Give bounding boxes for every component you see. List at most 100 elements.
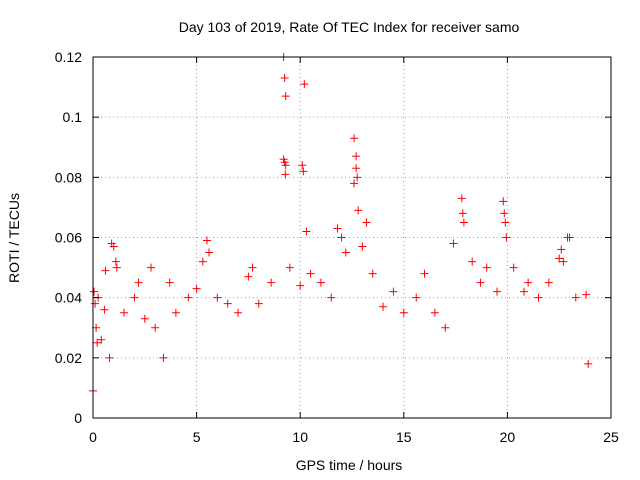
data-point bbox=[482, 263, 491, 272]
data-point bbox=[555, 254, 564, 263]
data-point bbox=[112, 263, 121, 272]
data-point bbox=[111, 257, 120, 266]
data-point bbox=[468, 257, 477, 266]
x-tick-label: 15 bbox=[396, 429, 412, 445]
data-point bbox=[389, 287, 398, 296]
data-point bbox=[300, 80, 309, 89]
y-axis-tick-labels: 0 0.02 0.04 0.06 0.08 0.1 0.12 bbox=[55, 49, 82, 426]
data-point bbox=[352, 164, 361, 173]
data-point bbox=[205, 248, 214, 257]
data-point bbox=[559, 257, 568, 266]
y-tick-label: 0.02 bbox=[55, 350, 82, 366]
data-point bbox=[234, 308, 243, 317]
data-point bbox=[97, 335, 106, 344]
data-point bbox=[353, 173, 362, 182]
y-tick-label: 0.12 bbox=[55, 49, 82, 65]
data-point bbox=[457, 194, 466, 203]
data-point bbox=[379, 302, 388, 311]
data-point bbox=[333, 224, 342, 233]
data-point bbox=[298, 161, 307, 170]
data-point bbox=[500, 209, 509, 218]
data-point bbox=[281, 170, 290, 179]
data-point bbox=[302, 227, 311, 236]
data-point bbox=[147, 263, 156, 272]
x-tick-label: 25 bbox=[603, 429, 619, 445]
data-point bbox=[299, 167, 308, 176]
data-points bbox=[89, 53, 593, 395]
x-tick-label: 20 bbox=[500, 429, 516, 445]
data-point bbox=[362, 218, 371, 227]
data-point bbox=[337, 233, 346, 242]
data-point bbox=[213, 293, 222, 302]
data-point bbox=[267, 278, 276, 287]
data-point bbox=[502, 233, 511, 242]
data-point bbox=[93, 338, 102, 347]
data-point bbox=[91, 299, 100, 308]
data-point bbox=[519, 287, 528, 296]
data-point bbox=[134, 278, 143, 287]
data-point bbox=[151, 323, 160, 332]
data-point bbox=[316, 278, 325, 287]
data-point bbox=[244, 272, 253, 281]
data-point bbox=[352, 152, 361, 161]
data-point bbox=[90, 287, 99, 296]
data-point bbox=[458, 209, 467, 218]
data-point bbox=[100, 305, 109, 314]
data-point bbox=[202, 236, 211, 245]
y-tick-label: 0.06 bbox=[55, 230, 82, 246]
data-point bbox=[140, 314, 149, 323]
data-point bbox=[223, 299, 232, 308]
data-point bbox=[368, 269, 377, 278]
data-point bbox=[584, 359, 593, 368]
data-point bbox=[296, 281, 305, 290]
data-point bbox=[493, 287, 502, 296]
data-point bbox=[412, 293, 421, 302]
data-point bbox=[171, 308, 180, 317]
data-point bbox=[254, 299, 263, 308]
data-point bbox=[248, 263, 257, 272]
y-tick-label: 0.04 bbox=[55, 290, 82, 306]
data-point bbox=[524, 278, 533, 287]
data-point bbox=[350, 179, 359, 188]
y-axis-label: ROTI / TECUs bbox=[6, 193, 22, 283]
series-roti bbox=[89, 53, 593, 395]
data-point bbox=[354, 206, 363, 215]
data-point bbox=[534, 293, 543, 302]
data-point bbox=[198, 257, 207, 266]
data-point bbox=[281, 161, 290, 170]
data-point bbox=[399, 308, 408, 317]
data-point bbox=[501, 218, 510, 227]
grid-lines bbox=[93, 57, 611, 418]
y-tick-label: 0.1 bbox=[63, 109, 83, 125]
x-tick-label: 0 bbox=[89, 429, 97, 445]
x-axis-label: GPS time / hours bbox=[296, 457, 403, 473]
y-tick-label: 0 bbox=[74, 410, 82, 426]
data-point bbox=[327, 293, 336, 302]
x-tick-label: 5 bbox=[193, 429, 201, 445]
data-point bbox=[476, 278, 485, 287]
data-point bbox=[499, 197, 508, 206]
x-tick-label: 10 bbox=[292, 429, 308, 445]
y-tick-label: 0.08 bbox=[55, 169, 82, 185]
data-point bbox=[571, 293, 580, 302]
data-point bbox=[341, 248, 350, 257]
data-point bbox=[159, 353, 168, 362]
data-point bbox=[130, 293, 139, 302]
data-point bbox=[120, 308, 129, 317]
data-point bbox=[358, 242, 367, 251]
data-point bbox=[101, 266, 110, 275]
data-point bbox=[441, 323, 450, 332]
data-point bbox=[420, 269, 429, 278]
x-axis-tick-labels: 0 5 10 15 20 25 bbox=[89, 429, 619, 445]
data-point bbox=[105, 353, 114, 362]
data-point bbox=[306, 269, 315, 278]
data-point bbox=[509, 263, 518, 272]
data-point bbox=[557, 245, 566, 254]
data-point bbox=[281, 92, 290, 101]
data-point bbox=[449, 239, 458, 248]
axis-ticks bbox=[92, 56, 612, 419]
data-point bbox=[184, 293, 193, 302]
data-point bbox=[582, 290, 591, 299]
data-point bbox=[165, 278, 174, 287]
